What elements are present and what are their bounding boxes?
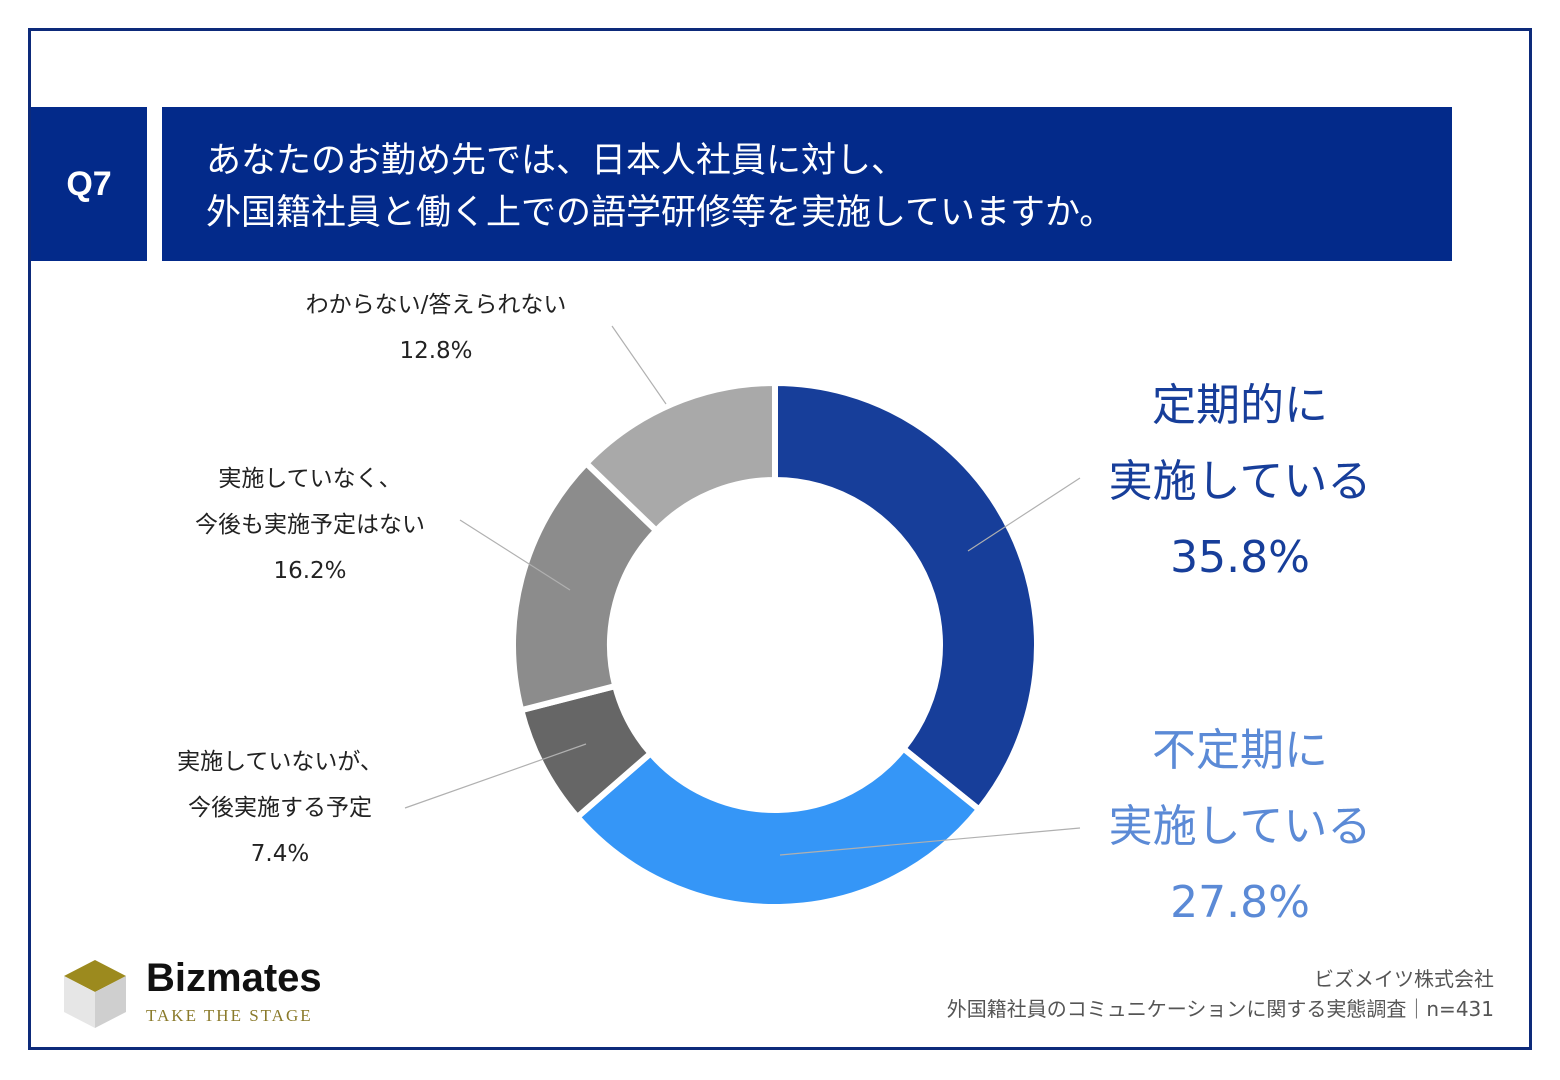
bizmates-logo: Bizmates TAKE THE STAGE (60, 956, 350, 1032)
label-irregular-line1: 不定期に (1152, 725, 1328, 776)
logo-wordmark: Bizmates (146, 956, 322, 1000)
label-irregular: 不定期に 実施している 27.8% (1080, 713, 1400, 941)
bizmates-cube-icon (64, 960, 126, 1028)
question-title-line2: 外国籍社員と働く上での語学研修等を実施していますか。 (206, 193, 1115, 233)
leader-line-regular (967, 477, 1081, 552)
slice-regular (772, 379, 1040, 814)
source-company: ビズメイツ株式会社 (1314, 967, 1494, 991)
source-note: ビズメイツ株式会社 外国籍社員のコミュニケーションに関する実態調査｜n=431 (947, 964, 1494, 1024)
label-irregular-line2: 実施している (1108, 801, 1372, 852)
label-not-planned-pct: 16.2% (273, 558, 347, 584)
label-unknown-line1: わからない/答えられない (305, 292, 567, 318)
label-planned-line1: 実施していないが、 (177, 749, 383, 775)
donut-slices (510, 379, 1040, 910)
question-title-line1: あなたのお勤め先では、日本人社員に対し、 (206, 141, 907, 181)
label-unknown: わからない/答えられない 12.8% (236, 282, 636, 374)
leader-line-planned (404, 743, 587, 809)
question-title: あなたのお勤め先では、日本人社員に対し、 外国籍社員と働く上での語学研修等を実施… (162, 107, 1452, 261)
leader-lines (404, 325, 1081, 856)
source-survey: 外国籍社員のコミュニケーションに関する実態調査｜n=431 (946, 997, 1494, 1021)
label-planned: 実施していないが、 今後実施する予定 7.4% (110, 739, 450, 877)
question-number: Q7 (31, 107, 147, 261)
logo-tagline: TAKE THE STAGE (146, 1006, 313, 1025)
leader-line-irregular (779, 827, 1081, 856)
label-regular-line2: 実施している (1108, 456, 1372, 507)
label-planned-line2: 今後実施する予定 (188, 795, 372, 821)
label-planned-pct: 7.4% (250, 841, 310, 867)
slice-irregular (573, 744, 984, 910)
label-unknown-pct: 12.8% (399, 338, 473, 364)
label-not-planned: 実施していなく、 今後も実施予定はない 16.2% (130, 456, 490, 594)
label-regular-pct: 35.8% (1170, 532, 1310, 583)
chart-frame: Q7 あなたのお勤め先では、日本人社員に対し、 外国籍社員と働く上での語学研修等… (28, 28, 1532, 1050)
label-not-planned-line1: 実施していなく、 (218, 466, 402, 492)
slice-unknown (582, 379, 778, 535)
label-irregular-pct: 27.8% (1170, 877, 1310, 928)
label-regular-line1: 定期的に (1152, 380, 1328, 431)
leader-line-not-planned (459, 519, 571, 591)
label-regular: 定期的に 実施している 35.8% (1080, 368, 1400, 596)
label-not-planned-line2: 今後も実施予定はない (195, 512, 425, 538)
leader-line-unknown (611, 325, 667, 405)
